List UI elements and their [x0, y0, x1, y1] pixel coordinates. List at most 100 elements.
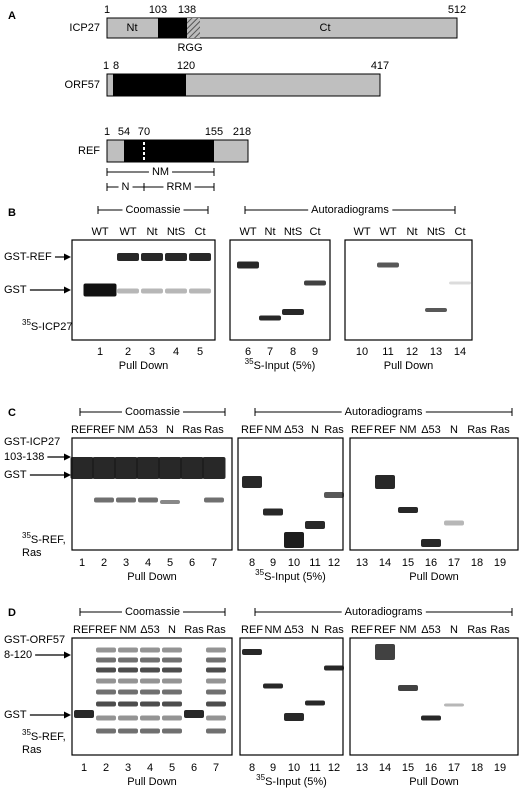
- gel-band: [162, 647, 182, 653]
- domain-s: [158, 18, 187, 38]
- gel-band: [162, 667, 182, 673]
- gel-band: [140, 728, 160, 734]
- lane-label: REF: [351, 624, 373, 636]
- gel-band: [180, 457, 204, 479]
- gel-band: [118, 701, 138, 707]
- lane-number: 13: [356, 762, 368, 774]
- gel-band: [117, 253, 139, 261]
- caption: Pull Down: [119, 360, 169, 372]
- lane-label: NM: [399, 624, 416, 636]
- lane-label: Δ53: [421, 624, 441, 636]
- gel-band: [444, 703, 464, 707]
- lane-label: REF: [241, 424, 263, 436]
- gel-band: [140, 647, 160, 653]
- lane-label: REF: [374, 624, 396, 636]
- gel-band: [70, 457, 94, 479]
- label-bg: [341, 405, 426, 418]
- gel: [344, 239, 473, 341]
- label-bg: [122, 203, 184, 216]
- lane-number: 3: [125, 762, 131, 774]
- label-bg: [148, 165, 173, 178]
- gel-band: [242, 649, 262, 655]
- lane-label: WT: [353, 226, 370, 238]
- gel-band: [96, 701, 116, 707]
- arrow-head: [64, 711, 71, 719]
- label-bg: [341, 605, 426, 618]
- gel-band: [92, 457, 116, 479]
- arrow-head: [64, 286, 71, 294]
- lane-number: 4: [145, 557, 151, 569]
- lane-number: 3: [149, 346, 155, 358]
- probe-label: Ras: [22, 744, 42, 756]
- label-bg: [163, 180, 195, 193]
- lane-number: 9: [270, 557, 276, 569]
- gel-band: [282, 309, 304, 315]
- lane-number: 14: [379, 557, 391, 569]
- region-label: RRM: [166, 181, 191, 193]
- arrow-head: [64, 253, 71, 261]
- domain-black: [124, 140, 214, 162]
- gel-band: [118, 678, 138, 684]
- lane-label: Ras: [490, 624, 510, 636]
- gel-band: [398, 685, 418, 691]
- lane-label: Nt: [147, 226, 158, 238]
- lane-label: Δ53: [284, 424, 304, 436]
- lane-number: 9: [312, 346, 318, 358]
- gel-band: [94, 497, 114, 503]
- gel-band: [284, 532, 304, 548]
- lane-label: Δ53: [138, 424, 158, 436]
- gel-band: [444, 520, 464, 526]
- domain-label: S: [168, 22, 175, 34]
- header-label: Autoradiograms: [311, 204, 389, 216]
- caption: 35S-Input (5%): [256, 773, 327, 788]
- caption: Pull Down: [127, 571, 177, 583]
- lane-number: 15: [402, 762, 414, 774]
- position-label: 54: [118, 126, 130, 138]
- gel-band: [202, 457, 226, 479]
- superscript: 35: [22, 728, 31, 737]
- lane-label: N: [166, 424, 174, 436]
- superscript: 35: [22, 531, 31, 540]
- lane-label: WT: [379, 226, 396, 238]
- gel-band: [324, 665, 344, 671]
- lane-label: Nt: [407, 226, 418, 238]
- marker-label: 103-138: [4, 451, 44, 463]
- gel-band: [425, 308, 447, 312]
- gel-band: [324, 492, 344, 498]
- superscript: 35: [245, 357, 254, 366]
- lane-number: 11: [309, 762, 320, 774]
- lane-number: 19: [494, 557, 506, 569]
- lane-number: 2: [101, 557, 107, 569]
- label-text: S-Input (5%): [264, 571, 326, 583]
- label-text: S-REF,: [31, 731, 66, 743]
- lane-number: 8: [249, 557, 255, 569]
- lane-number: 12: [406, 346, 418, 358]
- lane-label: Ct: [455, 226, 466, 238]
- caption: Pull Down: [409, 571, 459, 583]
- lane-number: 9: [270, 762, 276, 774]
- position-label: 155: [205, 126, 223, 138]
- panel-label: C: [8, 407, 16, 419]
- gel-band: [158, 457, 182, 479]
- lane-number: 7: [211, 557, 217, 569]
- gel-band: [165, 253, 187, 261]
- lane-label: Ras: [324, 624, 344, 636]
- caption: Pull Down: [127, 776, 177, 788]
- gel-band: [304, 280, 326, 286]
- gel-band: [206, 647, 226, 653]
- marker-label: 8-120: [4, 649, 32, 661]
- region-label: N: [122, 181, 130, 193]
- gel-band: [449, 281, 471, 285]
- lane-label: NM: [399, 424, 416, 436]
- position-label: 1: [104, 4, 110, 16]
- lane-label: NM: [119, 624, 136, 636]
- construct-name: ORF57: [65, 79, 100, 91]
- lane-label: Nt: [265, 226, 276, 238]
- lane-label: Δ53: [284, 624, 304, 636]
- lane-label: Ras: [182, 424, 202, 436]
- position-label: 512: [448, 4, 466, 16]
- lane-number: 10: [288, 557, 300, 569]
- lane-number: 1: [97, 346, 103, 358]
- lane-number: 6: [245, 346, 251, 358]
- region-label: NM: [152, 166, 169, 178]
